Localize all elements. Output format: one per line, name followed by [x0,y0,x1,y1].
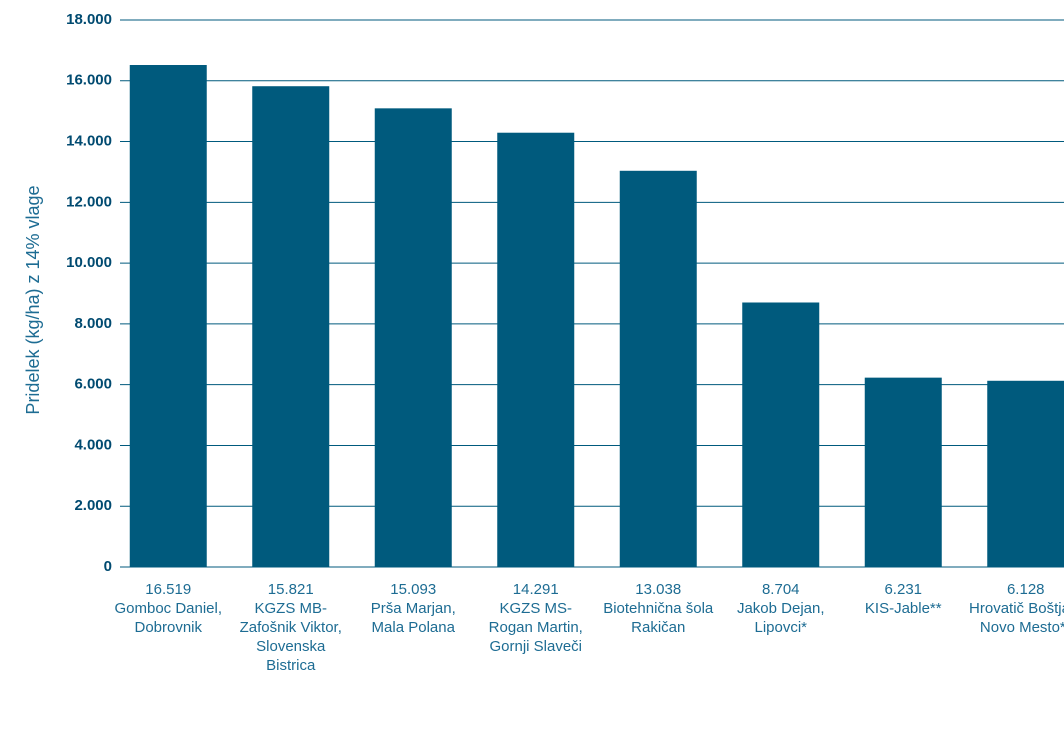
y-tick-label: 16.000 [66,72,112,89]
value-label: 15.821 [267,581,314,598]
y-tick-label: 18.000 [66,11,112,28]
value-label: 13.038 [635,581,682,598]
x-tick-label: Hrovatič Boštjan, Novo Mesto** [969,600,1064,636]
bar [987,380,1064,567]
bar [864,377,942,567]
x-tick-label: KGZS MS-Rogan Martin, Gornji Slaveči [488,600,583,655]
y-axis-label: Pridelek (kg/ha) z 14% vlage [23,185,43,414]
y-tick-label: 10.000 [66,254,112,271]
bar [129,65,207,567]
value-label: 6.128 [1006,581,1045,598]
y-tick-label: 8.000 [74,315,112,332]
value-label: 6.231 [884,581,923,598]
bar [742,302,820,567]
y-tick-label: 2.000 [74,497,112,514]
y-tick-label: 6.000 [74,376,112,393]
y-tick-label: 4.000 [74,436,112,453]
y-tick-label: 0 [104,558,112,575]
bar [252,86,330,567]
y-tick-label: 12.000 [66,193,112,210]
y-tick-label: 14.000 [66,133,112,150]
value-label: 8.704 [761,581,800,598]
bar [374,108,452,567]
x-tick-label: Jakob Dejan, Lipovci* [736,600,825,636]
bar [497,132,575,567]
x-tick-label: Prša Marjan, Mala Polana [370,600,456,636]
x-tick-label: KGZS MB-Zafošnik Viktor, Slovenska Bistr… [239,600,342,674]
x-tick-label: Biotehnična šola Rakičan [603,600,714,636]
bar [619,170,697,567]
value-label: 16.519 [145,581,192,598]
value-label: 14.291 [512,581,559,598]
value-label: 15.093 [390,581,437,598]
x-tick-label: KIS-Jable** [864,600,942,617]
x-tick-label: Gomboc Daniel, Dobrovnik [114,600,223,636]
